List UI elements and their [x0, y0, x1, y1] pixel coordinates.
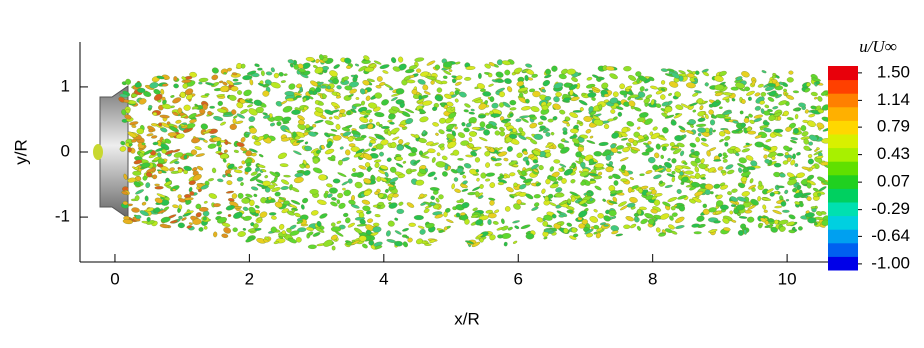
colorbar-tick-label: -1.00 [871, 253, 910, 272]
x-axis-label: x/R [454, 309, 480, 328]
y-tick-label: 0 [61, 141, 70, 160]
colorbar-band [828, 174, 858, 189]
colorbar-tick-label: 1.50 [877, 62, 910, 81]
colorbar-tick-label: 1.14 [877, 90, 910, 109]
colorbar-band [828, 106, 858, 121]
y-tick-label: -1 [55, 207, 70, 226]
x-tick-label: 4 [379, 269, 388, 288]
centerbody [93, 144, 103, 160]
colorbar-band [828, 93, 858, 108]
x-tick-label: 6 [514, 269, 523, 288]
colorbar-tick-label: 0.43 [877, 144, 910, 163]
x-tick-label: 8 [648, 269, 657, 288]
colorbar-band [828, 229, 858, 244]
colorbar-band [828, 242, 858, 257]
colorbar-tick-label: 0.07 [877, 172, 910, 191]
colorbar-band [828, 161, 858, 176]
colorbar-band [828, 147, 858, 162]
x-tick-label: 10 [778, 269, 797, 288]
colorbar-band [828, 202, 858, 217]
colorbar-band [828, 188, 858, 203]
colorbar-title: u/U∞ [859, 37, 897, 56]
colorbar-band [828, 134, 858, 149]
x-tick-label: 0 [110, 269, 119, 288]
colorbar-band [828, 215, 858, 230]
nozzle [99, 85, 129, 219]
colorbar-tick-label: -0.29 [871, 199, 910, 218]
isosurface-render [93, 54, 832, 251]
colorbar-band [828, 256, 858, 271]
y-axis-label: y/R [11, 139, 30, 165]
colorbar-band [828, 120, 858, 135]
colorbar-band [828, 79, 858, 94]
y-tick-label: 1 [61, 76, 70, 95]
x-tick-label: 2 [245, 269, 254, 288]
colorbar-tick-label: -0.64 [871, 226, 910, 245]
colorbar-band [828, 66, 858, 81]
colorbar-tick-label: 0.79 [877, 117, 910, 136]
